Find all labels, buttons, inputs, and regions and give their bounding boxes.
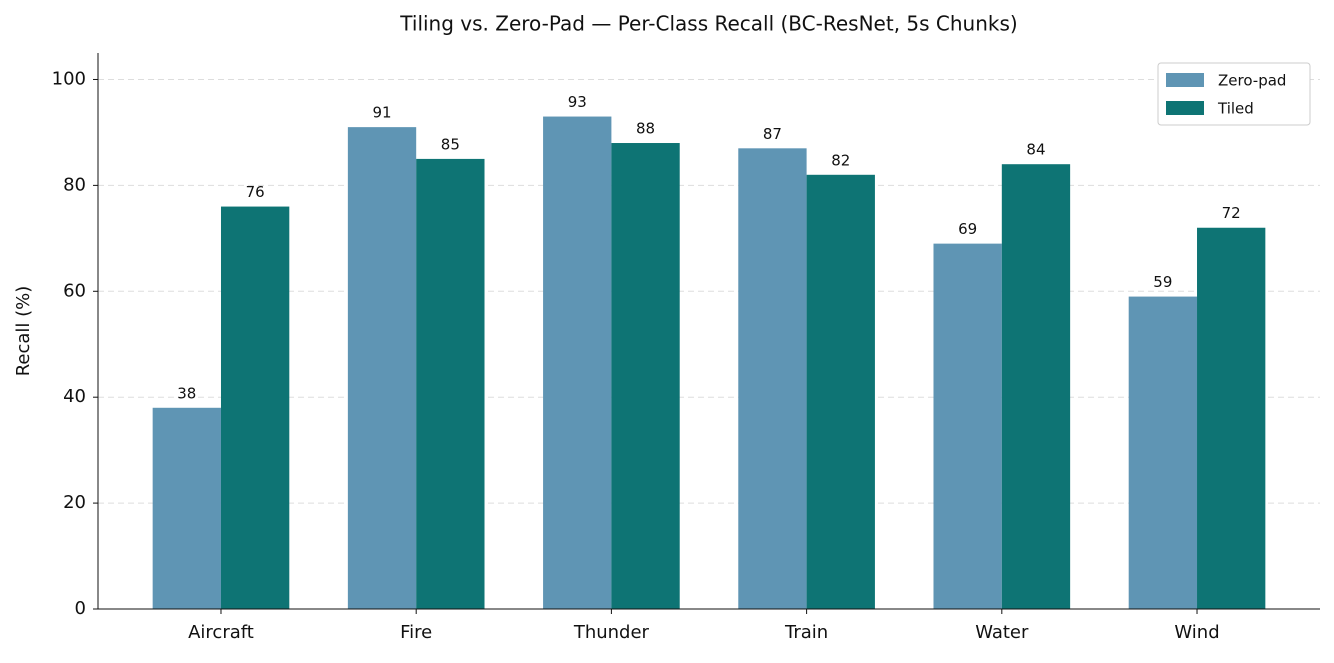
- bar: [543, 116, 612, 610]
- bar: [1128, 296, 1198, 609]
- y-tick-label: 100: [52, 68, 86, 89]
- bar: [611, 143, 680, 609]
- bar: [1197, 227, 1266, 609]
- legend-swatch: [1166, 73, 1204, 87]
- y-tick-label: 0: [75, 598, 86, 619]
- y-tick-label: 20: [63, 492, 86, 513]
- bar: [152, 407, 221, 609]
- y-tick-label: 80: [63, 174, 86, 195]
- legend-label: Tiled: [1217, 100, 1254, 118]
- chart-title: Tiling vs. Zero-Pad — Per-Class Recall (…: [399, 12, 1017, 36]
- value-label: 38: [177, 384, 196, 402]
- x-tick-label: Train: [784, 622, 828, 643]
- value-label: 87: [763, 125, 782, 143]
- value-label: 85: [441, 135, 460, 153]
- value-label: 69: [958, 220, 977, 238]
- bar: [933, 243, 1002, 609]
- y-axis-label: Recall (%): [13, 286, 34, 377]
- legend-label: Zero-pad: [1218, 72, 1286, 90]
- legend-swatch: [1166, 101, 1204, 115]
- bar: [738, 148, 807, 610]
- value-label: 93: [568, 93, 587, 111]
- value-label: 76: [246, 183, 265, 201]
- x-tick-label: Aircraft: [188, 622, 254, 643]
- y-tick-label: 40: [63, 386, 86, 407]
- value-label: 82: [831, 151, 850, 169]
- value-label: 59: [1153, 273, 1172, 291]
- bar: [806, 174, 875, 610]
- x-tick-label: Fire: [400, 622, 432, 643]
- bar: [220, 206, 290, 610]
- bar: [347, 127, 417, 609]
- bar: [1001, 164, 1071, 609]
- value-label: 88: [636, 120, 655, 138]
- value-label: 91: [372, 104, 391, 122]
- value-label: 72: [1222, 204, 1241, 222]
- x-tick-label: Water: [975, 622, 1029, 643]
- bar: [416, 158, 485, 609]
- x-tick-label: Thunder: [573, 622, 650, 643]
- value-label: 84: [1026, 141, 1045, 159]
- y-tick-label: 60: [63, 280, 86, 301]
- x-tick-label: Wind: [1174, 622, 1219, 643]
